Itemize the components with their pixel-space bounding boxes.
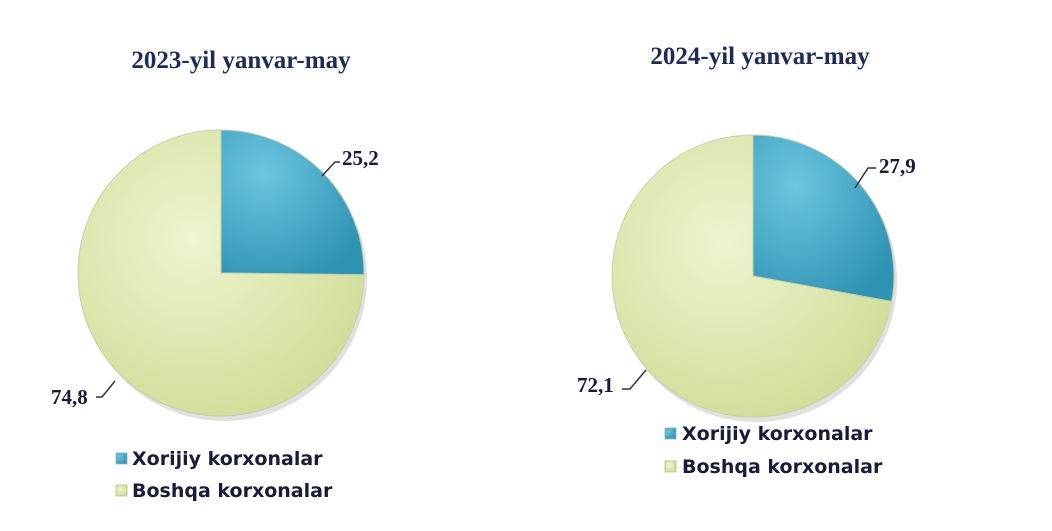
pie-slice-foreign bbox=[220, 129, 365, 276]
legend-swatch-other bbox=[115, 484, 128, 497]
legend-label-foreign: Xorijiy korxonalar bbox=[682, 423, 873, 445]
legend-item-other: Boshqa korxonalar bbox=[115, 480, 333, 502]
legend-item-foreign: Xorijiy korxonalar bbox=[664, 423, 873, 445]
pie-slice-foreign bbox=[752, 134, 895, 303]
leader-line-other bbox=[622, 369, 647, 390]
leader-line-foreign bbox=[321, 161, 340, 177]
pie-slice-other bbox=[611, 134, 893, 418]
pie-2023 bbox=[77, 129, 367, 421]
legend-item-foreign: Xorijiy korxonalar bbox=[115, 448, 323, 470]
legend: Xorijiy korxonalar Boshqa korxonalar bbox=[664, 423, 883, 478]
legend-label-other: Boshqa korxonalar bbox=[132, 480, 333, 502]
data-label-foreign: 25,2 bbox=[342, 146, 379, 170]
chart-2024: 2024-yil yanvar-may 27,9 72,1 Xorijiy ko… bbox=[577, 43, 916, 478]
legend-label-foreign: Xorijiy korxonalar bbox=[132, 448, 323, 470]
legend: Xorijiy korxonalar Boshqa korxonalar bbox=[115, 448, 333, 502]
legend-item-other: Boshqa korxonalar bbox=[664, 456, 883, 478]
pie-slice-other bbox=[77, 129, 365, 417]
legend-swatch-foreign bbox=[115, 452, 128, 465]
data-label-other: 74,8 bbox=[51, 385, 88, 409]
legend-swatch-other bbox=[664, 460, 677, 473]
legend-label-other: Boshqa korxonalar bbox=[682, 456, 883, 478]
legend-swatch-foreign bbox=[664, 427, 677, 440]
pie-2024 bbox=[611, 134, 897, 422]
chart-title: 2024-yil yanvar-may bbox=[650, 43, 870, 70]
chart-title: 2023-yil yanvar-may bbox=[131, 47, 351, 74]
leader-line-other bbox=[96, 380, 116, 398]
leader-line-foreign bbox=[854, 167, 876, 189]
data-label-other: 72,1 bbox=[577, 373, 614, 397]
data-label-foreign: 27,9 bbox=[879, 154, 916, 178]
chart-2023: 2023-yil yanvar-may 25,2 74,8 Xorijiy ko… bbox=[51, 47, 379, 502]
